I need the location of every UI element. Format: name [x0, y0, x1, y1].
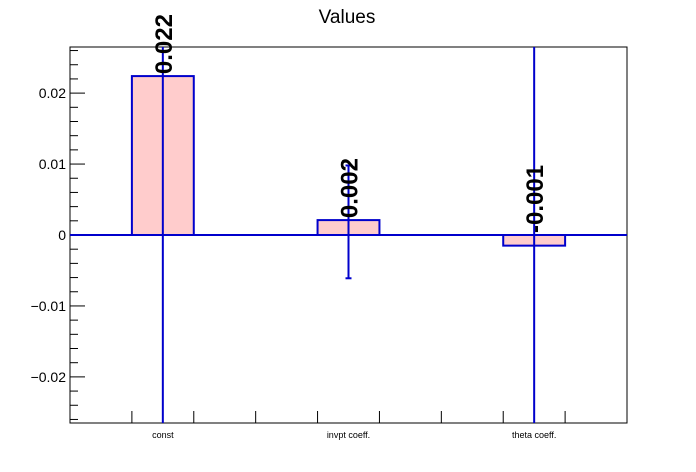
x-category-label: const — [152, 430, 174, 440]
x-category-label: theta coeff. — [512, 430, 556, 440]
y-tick-label: −0.01 — [31, 298, 67, 314]
data-label: -0.001 — [522, 165, 549, 233]
y-tick-label: 0.01 — [39, 156, 66, 172]
x-axis: const invpt coeff. theta coeff. — [131, 411, 566, 440]
x-category-label: invpt coeff. — [327, 430, 370, 440]
error-bars — [161, 47, 536, 423]
y-tick-label: 0.02 — [39, 85, 66, 101]
y-axis: −0.02 −0.01 0 0.01 0.02 — [31, 50, 85, 420]
chart-title: Values — [319, 7, 376, 28]
data-labels: 0.022 0.002 -0.001 — [151, 14, 549, 233]
y-tick-label: 0 — [58, 227, 66, 243]
y-tick-label: −0.02 — [31, 369, 67, 385]
data-label: 0.022 — [151, 14, 178, 74]
data-label: 0.002 — [337, 158, 364, 218]
